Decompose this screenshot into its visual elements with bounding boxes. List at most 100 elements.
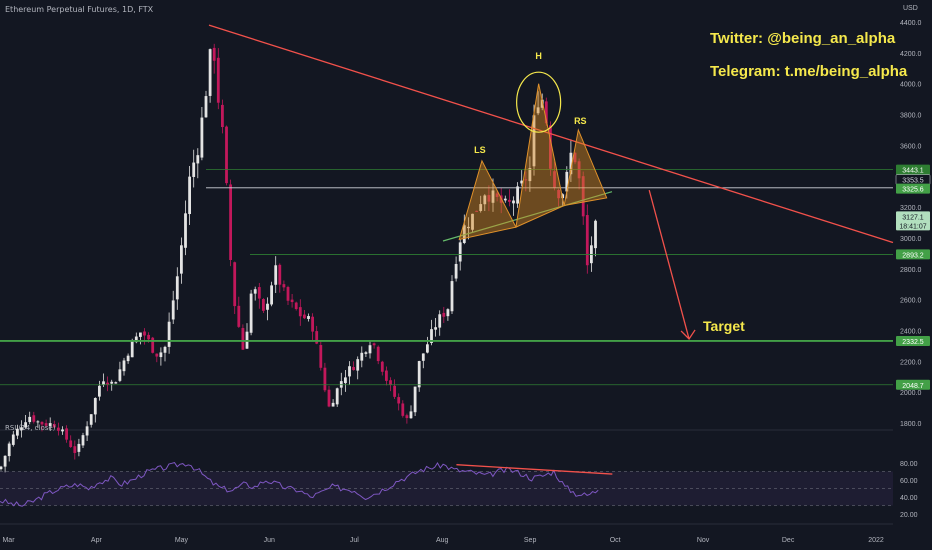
- candle-body: [192, 162, 196, 177]
- candle-body: [3, 455, 7, 467]
- price-axis: 4400.04200.04000.03800.03600.03400.03200…: [900, 20, 922, 428]
- price-label-text: 3127.1: [902, 214, 924, 221]
- candle-body: [253, 289, 257, 294]
- candle-body: [491, 190, 495, 203]
- candle-body: [532, 115, 536, 167]
- rsi-tick-label: 60.00: [900, 478, 918, 485]
- price-tick-label: 3800.0: [900, 113, 922, 120]
- price-tick-label: 3000.0: [900, 236, 922, 243]
- candle-body: [581, 176, 585, 217]
- candle-body: [163, 346, 167, 353]
- candle-body: [360, 352, 364, 361]
- candle-body: [458, 242, 462, 262]
- rsi-indicator-header: RSI (14, close): [5, 424, 56, 432]
- candle-body: [225, 126, 228, 184]
- candle-body: [65, 428, 68, 440]
- candlesticks: [0, 43, 597, 473]
- candle-body: [188, 176, 191, 215]
- candle-body: [282, 284, 286, 288]
- time-tick-label: Oct: [610, 537, 621, 544]
- price-label-box: [896, 335, 930, 346]
- candle-body: [307, 316, 310, 319]
- candle-body: [573, 152, 577, 163]
- candle-body: [389, 380, 392, 385]
- right-shoulder-label: RS: [574, 116, 587, 126]
- candle-body: [356, 359, 360, 371]
- price-label-box: [896, 164, 930, 175]
- candle-body: [278, 264, 282, 285]
- price-label-text: 3353.5: [902, 178, 924, 185]
- candle-body: [77, 443, 81, 452]
- candle-body: [311, 316, 314, 332]
- candle-body: [483, 195, 487, 205]
- candle-body: [212, 47, 216, 61]
- candle-body: [57, 427, 60, 431]
- price-tick-label: 4200.0: [900, 51, 922, 58]
- candle-body: [93, 398, 97, 415]
- candle-body: [139, 332, 142, 337]
- price-label-text: 3443.1: [902, 168, 924, 175]
- price-tick-label: 3600.0: [900, 143, 922, 150]
- time-tick-label: Mar: [2, 537, 15, 544]
- candle-body: [143, 331, 146, 336]
- candle-body: [175, 276, 179, 300]
- candle-body: [106, 382, 109, 386]
- time-axis: Mar Apr May Jun Jul Aug Sep Oct Nov Dec 2022: [2, 537, 883, 544]
- price-label-text: 2332.5: [902, 339, 924, 346]
- price-tick-label: 2000.0: [900, 390, 922, 397]
- candle-body: [294, 302, 298, 310]
- price-label-text: 3325.6: [902, 187, 924, 194]
- price-tick-label: 1800.0: [900, 421, 922, 428]
- price-tick-label: 4400.0: [900, 20, 922, 27]
- candle-body: [221, 104, 224, 128]
- time-tick-label: 2022: [868, 537, 884, 544]
- time-tick-label: Jun: [264, 537, 275, 544]
- price-labels: 3443.1 3353.5 3325.6 3127.1 18:41:07 2893.2 23…: [895, 164, 931, 390]
- candle-body: [20, 427, 23, 431]
- time-tick-label: Aug: [436, 537, 449, 544]
- left-shoulder-area: [458, 159, 517, 241]
- candle-body: [16, 428, 19, 436]
- candle-body: [7, 443, 11, 457]
- candle-body: [454, 263, 458, 279]
- candle-body: [331, 402, 335, 407]
- candle-body: [393, 385, 396, 397]
- time-tick-label: Dec: [782, 537, 795, 544]
- target-arrow-shaft: [648, 189, 690, 340]
- candle-body: [102, 381, 105, 385]
- time-tick-label: May: [175, 537, 189, 544]
- candle-body: [122, 360, 126, 372]
- candle-body: [11, 434, 15, 445]
- head-and-shoulders-pattern: LS H RS: [458, 51, 608, 241]
- price-label-text: 2048.7: [902, 383, 924, 390]
- telegram-link: Telegram: t.me/being_alpha: [710, 63, 908, 80]
- price-label-box: [896, 220, 930, 231]
- candle-body: [98, 385, 101, 397]
- candle-body: [409, 411, 413, 419]
- price-tick-label: 2800.0: [900, 267, 922, 274]
- candle-body: [0, 466, 3, 470]
- candle-body: [85, 426, 89, 436]
- candle-body: [430, 329, 433, 344]
- rsi-pane: [0, 462, 893, 507]
- candle-body: [417, 361, 421, 388]
- candle-body: [520, 180, 524, 184]
- candle-body: [327, 389, 331, 407]
- candle-body: [270, 285, 273, 305]
- candle-body: [249, 293, 253, 333]
- candle-body: [52, 424, 56, 428]
- candle-body: [544, 101, 548, 124]
- price-label-text: 18:41:07: [899, 223, 926, 230]
- candle-body: [442, 312, 446, 317]
- candle-body: [266, 303, 269, 310]
- candle-body: [147, 334, 150, 340]
- candle-body: [229, 184, 232, 261]
- candle-body: [380, 361, 384, 372]
- candle-body: [118, 369, 122, 381]
- candle-body: [385, 370, 388, 381]
- candle-body: [24, 422, 27, 428]
- candle-body: [401, 403, 405, 416]
- candle-body: [503, 198, 507, 201]
- candle-body: [540, 99, 544, 108]
